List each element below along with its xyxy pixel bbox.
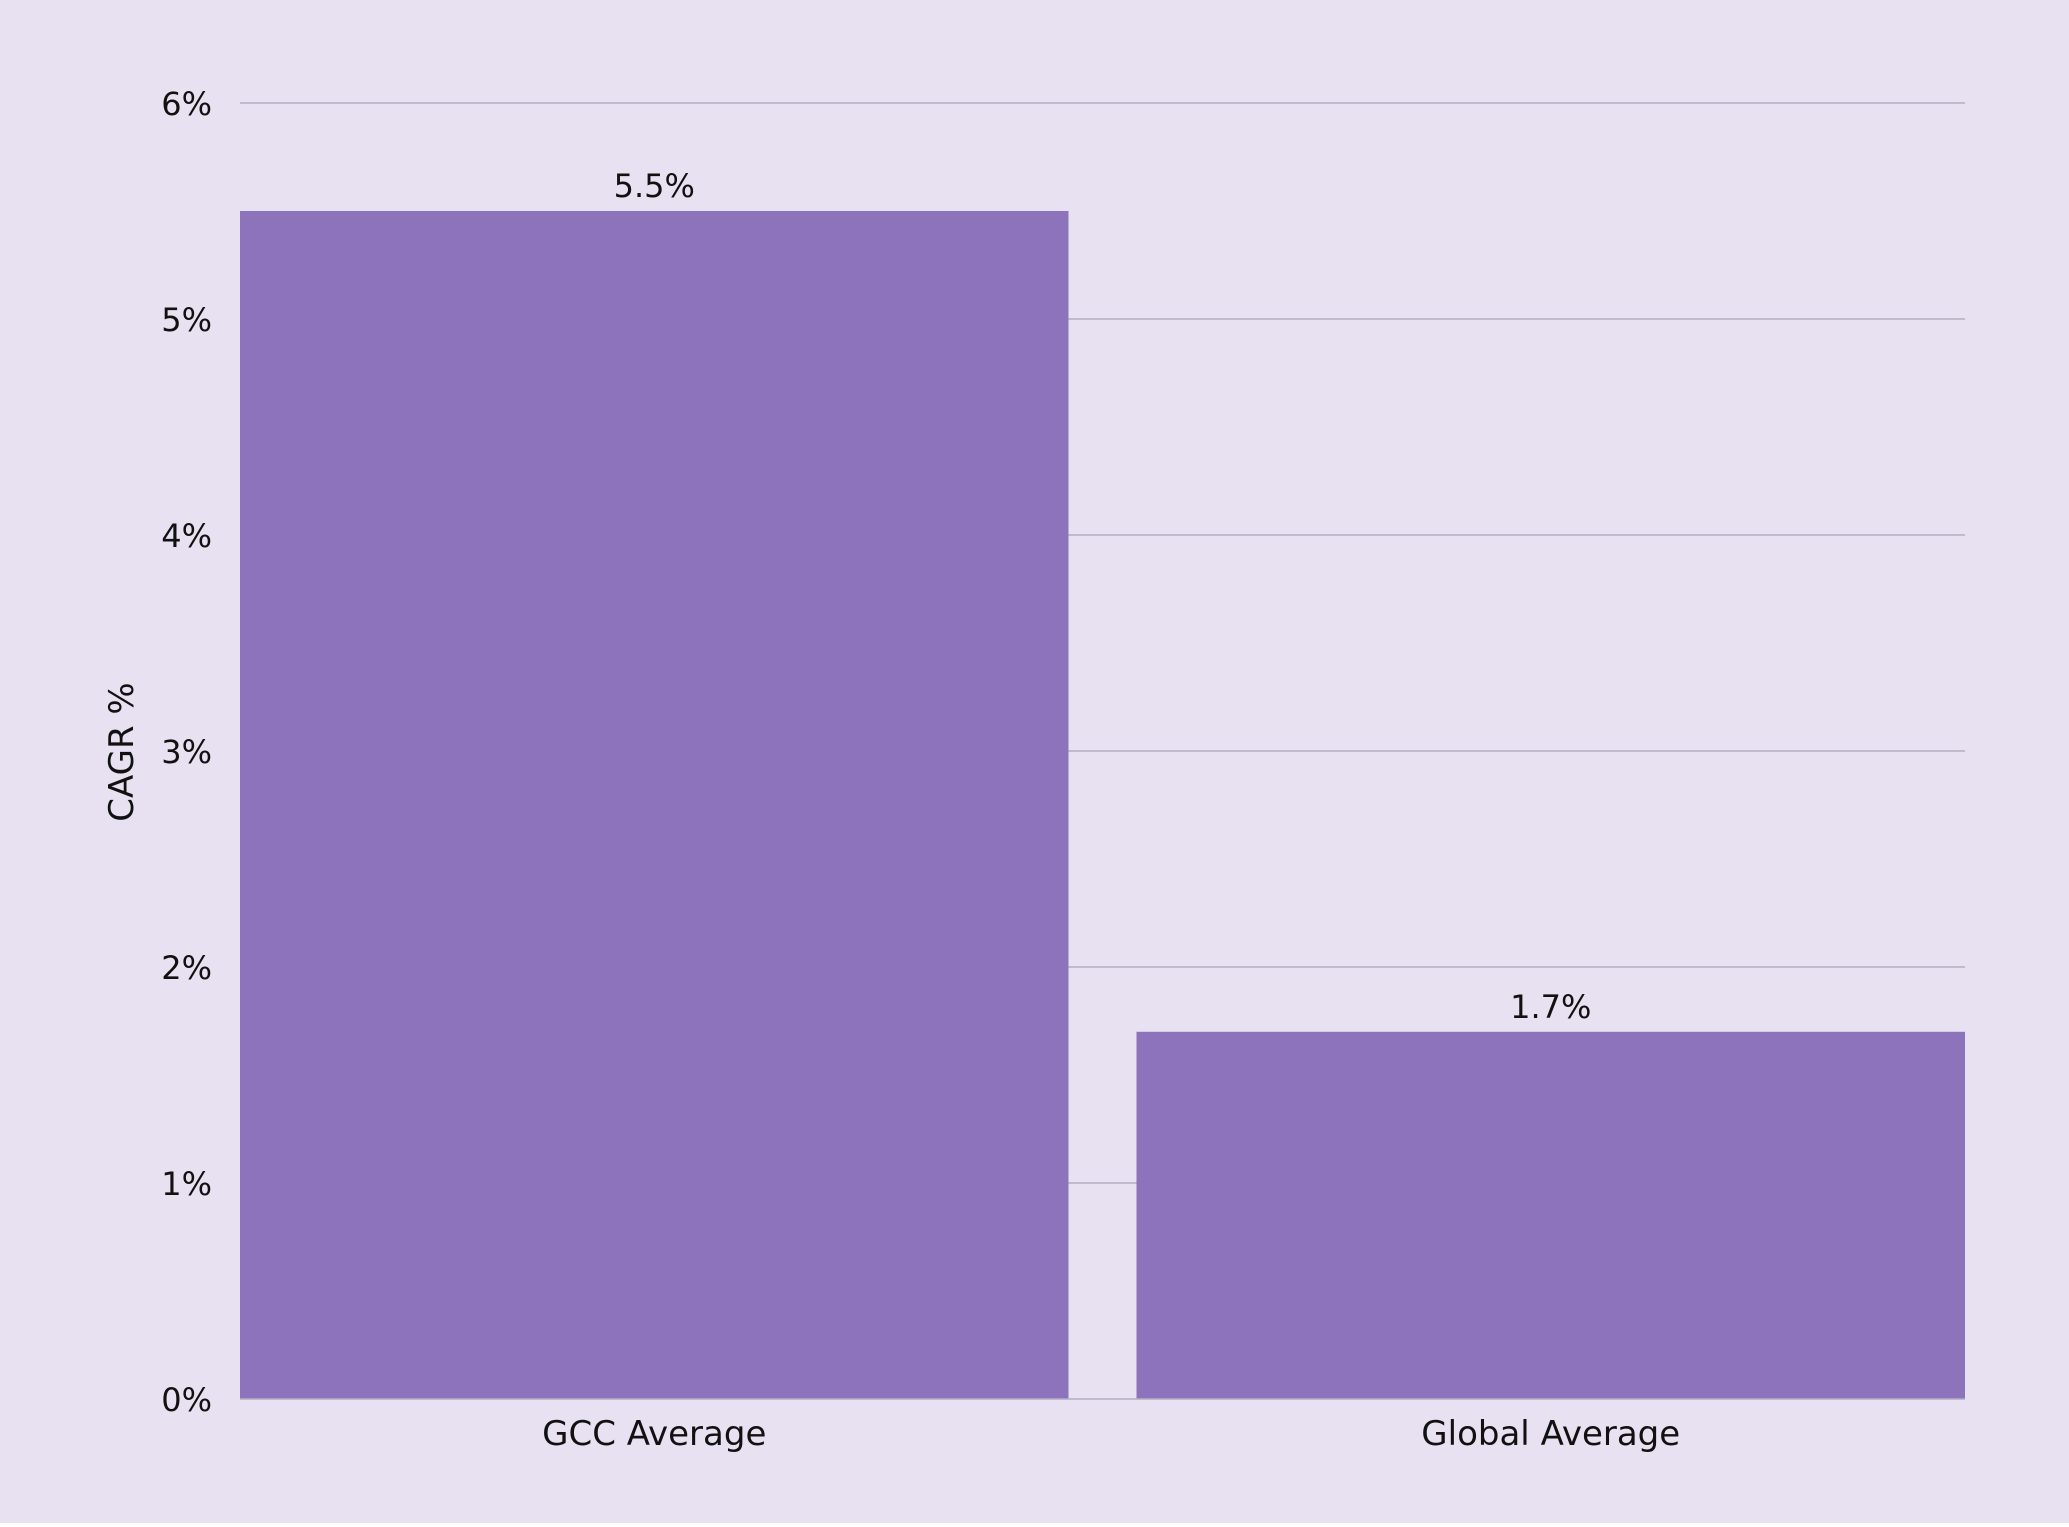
y-tick-label: 5%: [161, 301, 212, 339]
bars: [240, 211, 1965, 1399]
y-tick-label: 2%: [161, 949, 212, 987]
y-tick-label: 4%: [161, 517, 212, 555]
y-tick-label: 6%: [161, 85, 212, 123]
y-tick-label: 0%: [161, 1381, 212, 1419]
x-tick-label: GCC Average: [542, 1414, 766, 1454]
y-tick-label: 3%: [161, 733, 212, 771]
bar-value-label: 1.7%: [1510, 988, 1591, 1026]
bar-gcc-average: [240, 211, 1069, 1399]
x-tick-label: Global Average: [1421, 1414, 1680, 1454]
y-axis-label: CAGR %: [102, 682, 142, 822]
labels: 0% 1% 2% 3% 4% 5% 6% 5.5% GCC Average 1.7% Global …: [161, 85, 1680, 1454]
bar-global-average: [1136, 1031, 1965, 1399]
y-tick-label: 1%: [161, 1165, 212, 1203]
bar-value-label: 5.5%: [614, 167, 695, 205]
